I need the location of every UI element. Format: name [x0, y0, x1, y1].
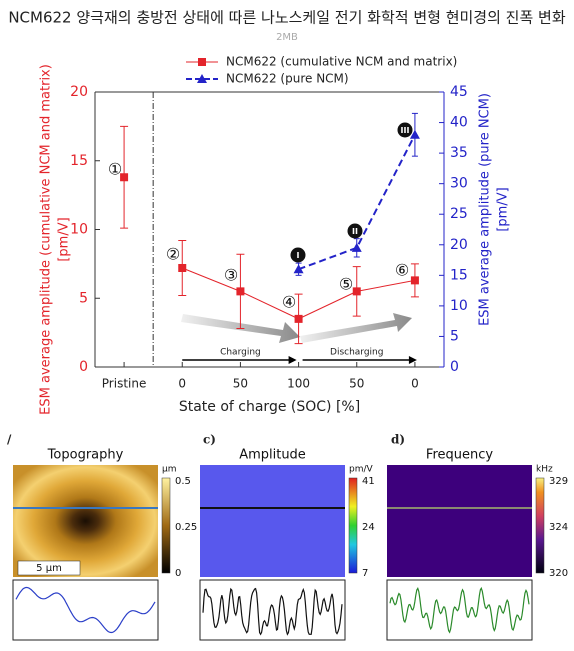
colorbar	[161, 477, 171, 574]
x-axis-label: State of charge (SOC) [%]	[179, 399, 360, 415]
annotation: ⑥	[395, 261, 409, 280]
colorbar-unit: kHz	[536, 465, 553, 475]
colorbar-unit: μm	[162, 465, 177, 475]
y2-tick-label: 5	[450, 328, 459, 344]
panel-label: d)	[391, 433, 405, 447]
annotation: ④	[282, 293, 296, 312]
arrow-label: Discharging	[330, 348, 383, 358]
x-tick-label: 50	[233, 377, 248, 391]
arrow-label: Charging	[220, 348, 261, 358]
y-axis-label: ESM average amplitude (cumulative NCM an…	[39, 64, 54, 415]
y-tick-label: 10	[70, 222, 88, 238]
trend-arrow	[300, 313, 412, 343]
colorbar-tick-label: 41	[362, 476, 375, 487]
annotation-badge	[290, 247, 306, 263]
annotation: ⑤	[339, 275, 353, 294]
profile-box	[199, 579, 346, 641]
scale-bar-label: 5 μm	[36, 563, 62, 574]
panel-title: Amplitude	[239, 448, 306, 463]
marker	[293, 264, 304, 274]
scale-bar-box	[17, 560, 81, 576]
annotation: I	[297, 251, 300, 260]
x-tick-label: 50	[349, 377, 364, 391]
annotation-badge	[347, 223, 363, 239]
page-title: NCM622 양극재의 충방전 상태에 따른 나노스케일 전기 화학적 변형 현…	[8, 9, 566, 27]
series-segment	[356, 279, 416, 292]
colorbar-tick-label: 320	[549, 568, 568, 579]
colorbar-tick-label: 7	[362, 568, 368, 579]
map-image	[13, 465, 158, 577]
y-axis-label: [pm/V]	[57, 217, 72, 261]
y2-tick-label: 15	[450, 267, 468, 283]
colorbar	[348, 477, 358, 574]
panel-title: Frequency	[426, 448, 493, 463]
marker	[351, 242, 362, 252]
y2-tick-label: 20	[450, 237, 468, 253]
y2-tick-label: 0	[450, 359, 459, 375]
y-tick-label: 0	[79, 359, 88, 375]
colorbar-tick-label: 329	[549, 476, 568, 487]
profile-line	[389, 586, 530, 634]
panel-label: c)	[203, 433, 216, 447]
panel-title: Topography	[47, 448, 124, 463]
marker	[410, 276, 419, 285]
annotation: III	[401, 126, 410, 135]
map-image	[387, 465, 532, 577]
y-tick-label: 5	[79, 290, 88, 306]
legend-marker	[197, 74, 207, 83]
colorbar-tick-label: 324	[549, 522, 568, 533]
marker	[178, 264, 187, 272]
map-image	[200, 465, 345, 577]
page-subtitle: 2MB	[276, 32, 298, 43]
y2-tick-label: 30	[450, 176, 468, 192]
colorbar-tick-label: 0.25	[175, 522, 197, 533]
series-segment	[298, 290, 357, 320]
x-tick-label: 0	[411, 377, 419, 391]
marker	[120, 173, 129, 182]
image-panels: / Topography μm0.5 0.25 0 5 μm c) Amplitude pm/V…	[7, 433, 568, 641]
y-tick-label: 20	[70, 84, 88, 100]
colorbar-tick-label: 24	[362, 522, 375, 533]
annotation: II	[352, 227, 358, 236]
annotation-badge	[397, 122, 413, 138]
y2-tick-label: 35	[450, 145, 468, 161]
y2-axis-label: [pm/V]	[496, 187, 511, 231]
annotation: ①	[108, 160, 122, 179]
annotation: ③	[224, 266, 238, 285]
y2-tick-label: 10	[450, 298, 468, 314]
marker	[352, 287, 361, 296]
marker	[294, 314, 303, 323]
series-segment	[240, 290, 299, 320]
y2-axis-label: ESM average amplitude (pure NCM)	[478, 93, 493, 326]
x-tick-label: 100	[287, 377, 310, 391]
colorbar-unit: pm/V	[349, 465, 374, 475]
arrow-head	[288, 356, 297, 364]
colorbar-tick-label: 0.5	[175, 476, 191, 487]
profile-box	[12, 579, 159, 641]
profile-line	[15, 586, 156, 634]
x-tick-label: Pristine	[102, 377, 147, 391]
marker	[409, 129, 420, 139]
y2-tick-label: 40	[450, 115, 468, 131]
colorbar	[535, 477, 545, 574]
legend-label: NCM622 (pure NCM)	[226, 72, 349, 86]
x-tick-label: 0	[178, 377, 186, 391]
arrow-head	[408, 356, 417, 364]
y-tick-label: 15	[70, 153, 88, 169]
profile-box	[386, 579, 533, 641]
marker	[236, 287, 245, 296]
chart: 0 5 10 15 20 0 5 10 15 20 25 30 35 40 45 Pristine 0 50 100…	[39, 55, 511, 416]
panel-label: /	[7, 433, 12, 447]
legend-marker	[198, 58, 206, 66]
colorbar-tick-label: 0	[175, 568, 181, 579]
profile-line	[202, 587, 343, 636]
annotation: ②	[166, 245, 180, 264]
legend-label: NCM622 (cumulative NCM and matrix)	[226, 55, 457, 69]
series-segment	[182, 267, 241, 292]
y2-tick-label: 25	[450, 206, 468, 222]
y2-tick-label: 45	[450, 84, 468, 100]
